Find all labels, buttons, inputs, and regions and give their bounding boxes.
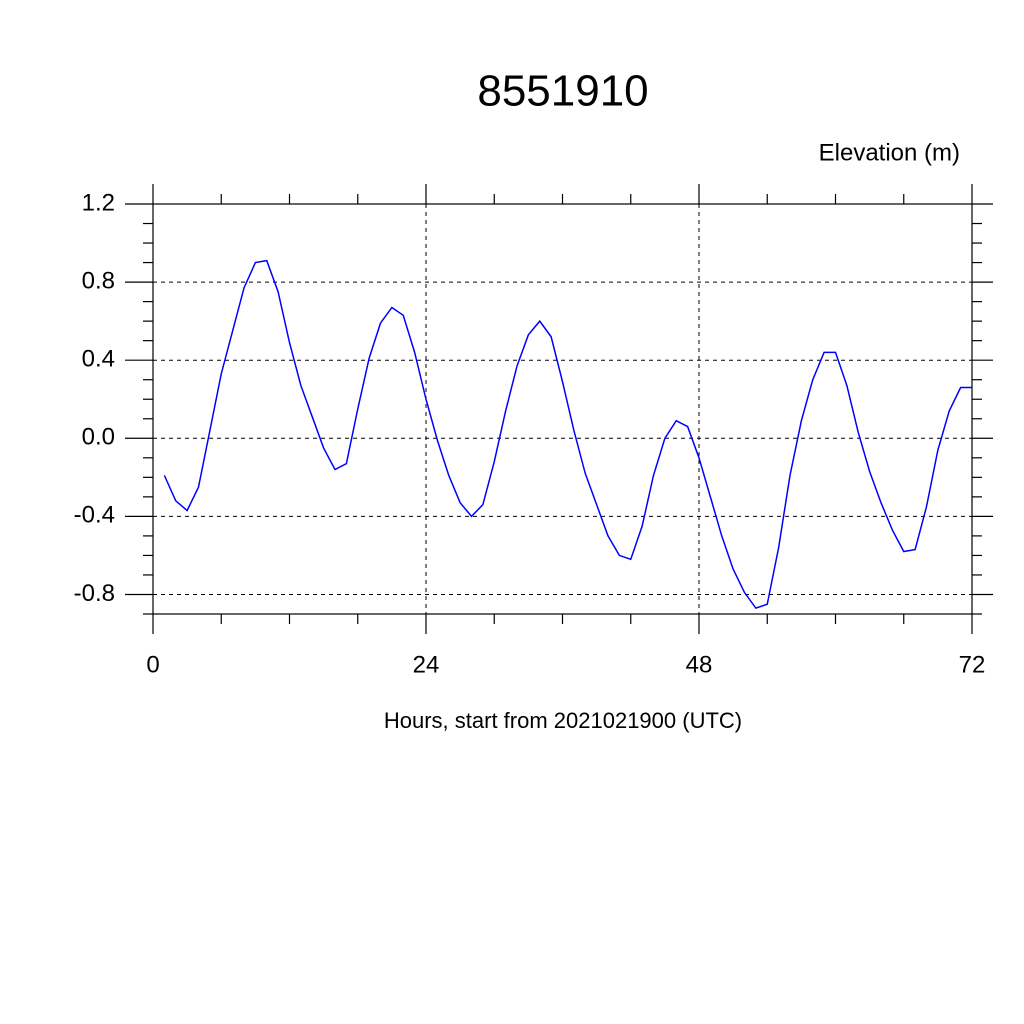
y-tick-label: 1.2 — [82, 189, 115, 216]
data-line — [163, 259, 972, 610]
y-tick-label: 0.4 — [82, 346, 115, 373]
x-tick-label: 48 — [686, 651, 713, 678]
y-tick-label: -0.8 — [74, 580, 115, 607]
x-tick-label: 0 — [146, 651, 159, 678]
x-tick-label: 72 — [959, 651, 986, 678]
subtitle: Elevation (m) — [819, 139, 960, 166]
y-tick-label: 0.8 — [82, 267, 115, 294]
x-tick-label: 24 — [413, 651, 440, 678]
y-tick-label: -0.4 — [74, 502, 115, 529]
x-axis-label: Hours, start from 2021021900 (UTC) — [384, 708, 742, 733]
y-tick-label: 0.0 — [82, 424, 115, 451]
chart-title: 8551910 — [477, 67, 648, 116]
